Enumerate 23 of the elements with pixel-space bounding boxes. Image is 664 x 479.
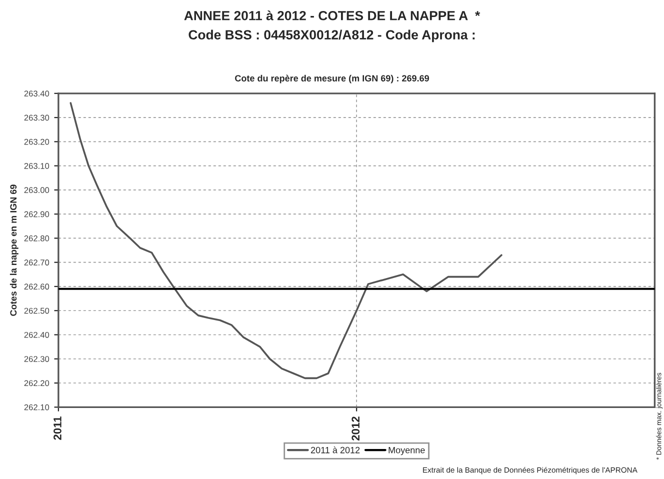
y-tick-label: 262.60	[24, 284, 50, 290]
y-tick-label: 262.30	[24, 356, 50, 362]
y-tick-label: 263.10	[24, 163, 50, 169]
legend-label: Moyenne	[388, 446, 425, 456]
x-tick-label: 2011	[54, 416, 62, 440]
y-tick-label: 262.90	[24, 211, 50, 218]
y-tick-label: 262.70	[24, 260, 50, 266]
y-tick-label: 262.10	[24, 404, 50, 410]
y-axis-title: Cotes de la nappe en m IGN 69	[10, 184, 18, 316]
y-tick-label: 263.20	[24, 138, 50, 145]
chart-title: ANNEE 2011 à 2012 - COTES DE LA NAPPE A *	[184, 10, 480, 20]
y-tick-label: 263.40	[24, 90, 50, 97]
y-tick-label: 263.30	[24, 114, 50, 121]
y-tick-label: 263.00	[24, 187, 50, 194]
y-tick-label: 262.40	[24, 332, 50, 338]
x-tick-label: 2012	[352, 416, 360, 441]
line-series	[70, 102, 502, 380]
legend-label: 2011 à 2012	[310, 446, 360, 454]
y-tick-label: 262.50	[24, 308, 50, 314]
y-tick-label: 262.80	[24, 235, 50, 242]
y-tick-label: 262.20	[24, 380, 50, 386]
chart-subtitle: Code BSS : 04458X0012/A812 - Code Aprona :	[188, 30, 475, 42]
text: Cote du repère de mesure (m IGN 69) : 269.69	[235, 74, 430, 84]
